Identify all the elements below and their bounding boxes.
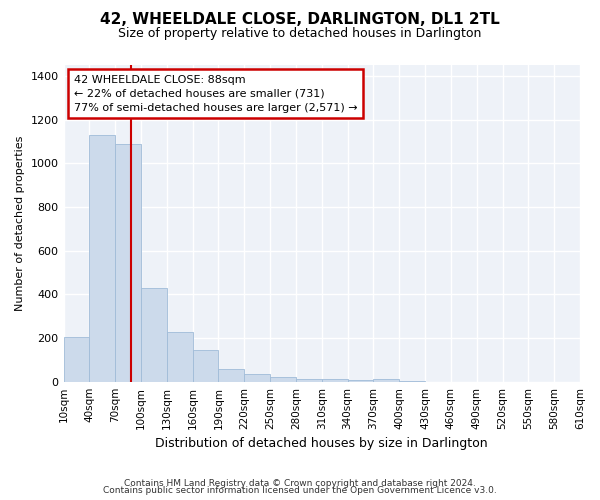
Bar [64,337,89,382]
Text: Contains public sector information licensed under the Open Government Licence v3: Contains public sector information licen… [103,486,497,495]
Text: 42, WHEELDALE CLOSE, DARLINGTON, DL1 2TL: 42, WHEELDALE CLOSE, DARLINGTON, DL1 2TL [100,12,500,28]
Bar [115,144,141,382]
Y-axis label: Number of detached properties: Number of detached properties [15,136,25,311]
Bar [218,368,244,382]
Bar [167,332,193,382]
Bar [347,380,373,382]
Bar [141,288,167,382]
Bar [322,380,347,382]
Bar [89,135,115,382]
Text: 42 WHEELDALE CLOSE: 88sqm
← 22% of detached houses are smaller (731)
77% of semi: 42 WHEELDALE CLOSE: 88sqm ← 22% of detac… [74,74,358,112]
Bar [244,374,270,382]
Text: Contains HM Land Registry data © Crown copyright and database right 2024.: Contains HM Land Registry data © Crown c… [124,478,476,488]
Bar [399,380,425,382]
Text: Size of property relative to detached houses in Darlington: Size of property relative to detached ho… [118,28,482,40]
Bar [270,377,296,382]
Bar [193,350,218,382]
X-axis label: Distribution of detached houses by size in Darlington: Distribution of detached houses by size … [155,437,488,450]
Bar [296,379,322,382]
Bar [373,378,399,382]
